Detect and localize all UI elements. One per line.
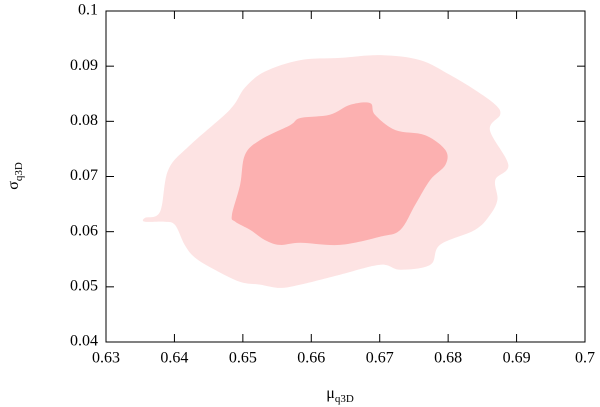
x-tick-label: 0.68 [434, 350, 462, 367]
x-tick-label: 0.69 [503, 350, 531, 367]
y-tick-label: 0.05 [70, 278, 98, 295]
y-tick-label: 0.04 [70, 333, 98, 350]
x-tick-label: 0.64 [160, 350, 188, 367]
contour-region [231, 102, 448, 246]
x-label-sub: q3D [335, 393, 354, 405]
y-tick-label: 0.06 [70, 222, 98, 239]
y-tick-label: 0.07 [70, 167, 98, 184]
y-tick-label: 0.08 [70, 112, 98, 129]
x-tick-label: 0.66 [297, 350, 325, 367]
x-label-main: μ [326, 385, 335, 402]
y-label-sub: q3D [13, 162, 25, 181]
x-axis-label: μq3D [326, 385, 354, 405]
x-tick-label: 0.63 [92, 350, 120, 367]
y-label-main: σ [5, 181, 22, 190]
y-tick-label: 0.09 [70, 57, 98, 74]
x-tick-label: 0.7 [575, 350, 595, 367]
x-tick-label: 0.65 [229, 350, 257, 367]
x-tick-label: 0.67 [366, 350, 394, 367]
y-axis-label: σq3D [5, 162, 25, 190]
y-tick-label: 0.1 [78, 2, 98, 19]
